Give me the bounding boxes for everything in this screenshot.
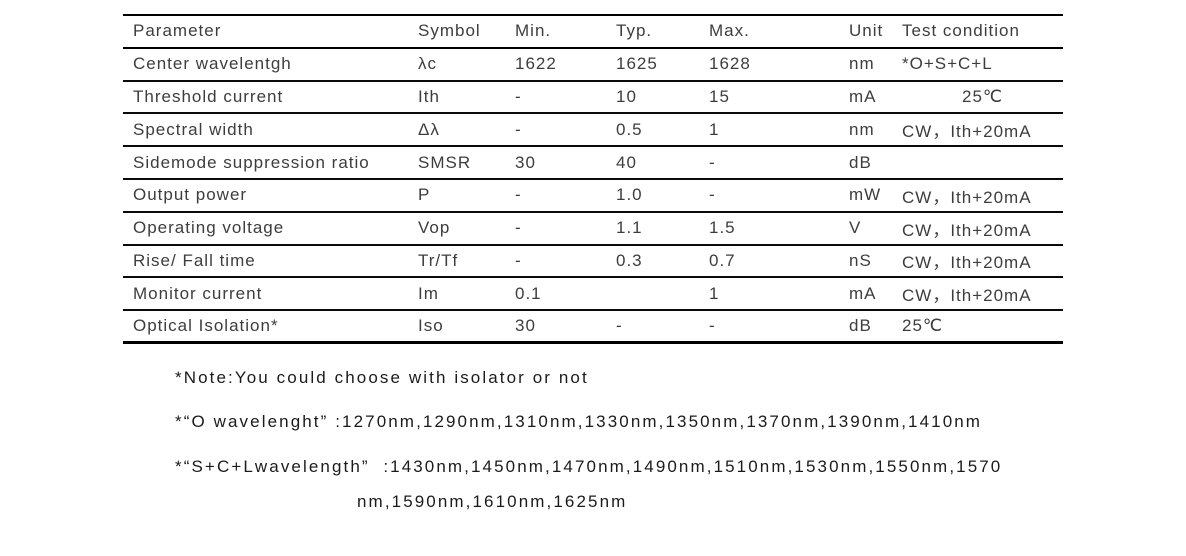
cell-parameter: Output power xyxy=(133,185,248,205)
cell-typ: 1.1 xyxy=(616,218,643,238)
cell-unit: dB xyxy=(849,152,872,172)
cell-max: 0.7 xyxy=(709,250,736,270)
cell-test: CW，Ith+20mA xyxy=(902,253,1032,273)
cell-symbol: Ith xyxy=(418,86,440,106)
cell-typ: - xyxy=(616,316,623,336)
cell-min: - xyxy=(515,218,522,238)
cell-symbol: SMSR xyxy=(418,152,472,172)
cell-min: - xyxy=(515,250,522,270)
cell-symbol: Iso xyxy=(418,316,444,336)
cell-symbol: Tr/Tf xyxy=(418,250,459,270)
cell-parameter: Monitor current xyxy=(133,283,263,303)
table-row-threshold-current: Threshold current Ith - 10 15 mA 25℃ xyxy=(123,81,1063,114)
cell-test: CW，Ith+20mA xyxy=(902,220,1032,240)
note-scl-wavelength: *“S+C+Lwavelength” :1430nm,1450nm,1470nm… xyxy=(175,457,1003,476)
cell-test: *O+S+C+L xyxy=(902,54,993,74)
note-o-wavelength: *“O wavelenght” :1270nm,1290nm,1310nm,13… xyxy=(175,412,983,431)
cell-symbol: λc xyxy=(418,54,437,74)
column-header-symbol: Symbol xyxy=(418,21,481,41)
column-header-max: Max. xyxy=(709,21,750,41)
table-row-output-power: Output power P - 1.0 - mW CW，Ith+20mA xyxy=(123,179,1063,212)
cell-test: CW，Ith+20mA xyxy=(902,187,1032,207)
cell-max: 1 xyxy=(709,119,720,139)
cell-test: CW，Ith+20mA xyxy=(902,286,1032,306)
cell-test: 25℃ xyxy=(902,316,944,336)
cell-max: 15 xyxy=(709,86,730,106)
cell-unit: mW xyxy=(849,185,882,205)
cell-symbol: P xyxy=(418,185,431,205)
column-header-min: Min. xyxy=(515,21,552,41)
cell-parameter: Optical Isolation* xyxy=(133,316,279,336)
note-scl-wavelength-cont: nm,1590nm,1610nm,1625nm xyxy=(357,492,628,511)
cell-test: CW，Ith+20mA xyxy=(902,122,1032,142)
spec-table: Parameter Symbol Min. Typ. Max. Unit Tes… xyxy=(123,14,1063,344)
cell-parameter: Sidemode suppression ratio xyxy=(133,152,370,172)
cell-min: 30 xyxy=(515,152,536,172)
table-row-optical-isolation: Optical Isolation* Iso 30 - - dB 25℃ xyxy=(123,310,1063,343)
cell-min: 1622 xyxy=(515,54,557,74)
cell-min: 0.1 xyxy=(515,283,542,303)
cell-max: 1 xyxy=(709,283,720,303)
table-row-monitor-current: Monitor current Im 0.1 1 mA CW，Ith+20mA xyxy=(123,277,1063,311)
cell-max: - xyxy=(709,152,716,172)
cell-test: 25℃ xyxy=(961,86,1003,106)
table-row-spectral-width: Spectral width Δλ - 0.5 1 nm CW，Ith+20mA xyxy=(123,113,1063,147)
table-row-operating-voltage: Operating voltage Vop - 1.1 1.5 V CW，Ith… xyxy=(123,212,1063,245)
cell-typ: 10 xyxy=(616,86,637,106)
cell-parameter: Center wavelentgh xyxy=(133,54,292,74)
cell-unit: mA xyxy=(849,86,877,106)
cell-unit: mA xyxy=(849,283,877,303)
cell-max: 1.5 xyxy=(709,218,736,238)
cell-unit: nm xyxy=(849,54,875,74)
cell-parameter: Rise/ Fall time xyxy=(133,250,256,270)
cell-min: - xyxy=(515,86,522,106)
cell-unit: dB xyxy=(849,316,872,336)
cell-symbol: Δλ xyxy=(418,119,440,139)
cell-unit: V xyxy=(849,218,862,238)
cell-typ xyxy=(613,277,706,310)
table-row-rise-fall-time: Rise/ Fall time Tr/Tf - 0.3 0.7 nS CW，It… xyxy=(123,245,1063,278)
column-header-typ: Typ. xyxy=(616,21,653,41)
cell-max: - xyxy=(709,316,716,336)
cell-parameter: Operating voltage xyxy=(133,218,285,238)
cell-unit: nm xyxy=(849,119,875,139)
column-header-parameter: Parameter xyxy=(133,21,222,41)
cell-typ: 1.0 xyxy=(616,185,643,205)
cell-parameter: Threshold current xyxy=(133,86,284,106)
cell-max: - xyxy=(709,185,716,205)
table-row-center-wavelength: Center wavelentgh λc 1622 1625 1628 nm *… xyxy=(123,48,1063,81)
cell-typ: 0.5 xyxy=(616,119,643,139)
cell-unit: nS xyxy=(849,250,872,270)
table-row-smsr: Sidemode suppression ratio SMSR 30 40 - … xyxy=(123,146,1063,179)
cell-max: 1628 xyxy=(709,54,751,74)
cell-typ: 1625 xyxy=(616,54,658,74)
header-row: Parameter Symbol Min. Typ. Max. Unit Tes… xyxy=(123,15,1063,48)
cell-min: - xyxy=(515,185,522,205)
cell-min: 30 xyxy=(515,316,536,336)
column-header-test-condition: Test condition xyxy=(902,21,1020,41)
note-isolator: *Note:You could choose with isolator or … xyxy=(175,368,589,387)
column-header-unit: Unit xyxy=(849,21,884,41)
cell-typ: 0.3 xyxy=(616,250,643,270)
cell-symbol: Vop xyxy=(418,218,451,238)
cell-typ: 40 xyxy=(616,152,637,172)
cell-test xyxy=(899,146,1063,179)
cell-symbol: Im xyxy=(418,283,439,303)
cell-min: - xyxy=(515,119,522,139)
cell-parameter: Spectral width xyxy=(133,119,254,139)
